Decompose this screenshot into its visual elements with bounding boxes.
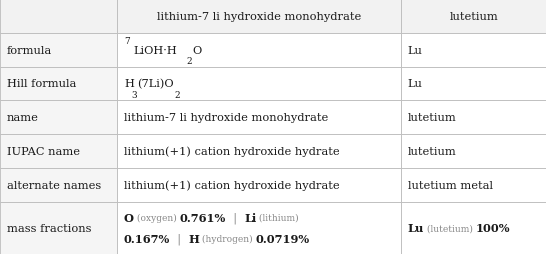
- Text: lutetium metal: lutetium metal: [408, 180, 493, 190]
- Text: 0.167%: 0.167%: [124, 233, 170, 244]
- Text: (hydrogen): (hydrogen): [199, 234, 256, 243]
- Text: mass fractions: mass fractions: [7, 223, 91, 233]
- Bar: [0, 202, 117, 254]
- Text: 0.0719%: 0.0719%: [256, 233, 310, 244]
- Text: lithium-7 li hydroxide monohydrate: lithium-7 li hydroxide monohydrate: [124, 113, 328, 123]
- Bar: [401, 202, 546, 254]
- Bar: [117, 34, 401, 67]
- Text: formula: formula: [7, 45, 52, 55]
- Text: (lutetium): (lutetium): [424, 224, 476, 232]
- Text: O: O: [193, 45, 202, 55]
- Text: |: |: [226, 212, 244, 223]
- Text: 2: 2: [174, 91, 180, 100]
- Text: (lithium): (lithium): [257, 213, 299, 222]
- Bar: [0, 101, 117, 135]
- Text: lithium-7 li hydroxide monohydrate: lithium-7 li hydroxide monohydrate: [157, 12, 361, 22]
- Text: Lu: Lu: [408, 223, 424, 233]
- Bar: [0, 67, 117, 101]
- Bar: [0, 168, 117, 202]
- Text: LiOH·H: LiOH·H: [133, 45, 177, 55]
- Text: (7Li)O: (7Li)O: [138, 79, 174, 89]
- Bar: [0, 34, 117, 67]
- Text: lutetium: lutetium: [408, 113, 456, 123]
- Text: lithium(+1) cation hydroxide hydrate: lithium(+1) cation hydroxide hydrate: [124, 180, 340, 190]
- Text: name: name: [7, 113, 38, 123]
- Text: |: |: [170, 233, 188, 244]
- Text: Lu: Lu: [408, 79, 423, 89]
- Bar: [0, 135, 117, 168]
- Bar: [117, 202, 401, 254]
- Text: alternate names: alternate names: [7, 180, 101, 190]
- Text: 3: 3: [131, 91, 136, 100]
- Text: 7: 7: [124, 37, 130, 46]
- Text: Li: Li: [244, 212, 257, 223]
- Bar: [401, 0, 546, 34]
- Text: Lu: Lu: [408, 45, 423, 55]
- Bar: [117, 135, 401, 168]
- Bar: [117, 168, 401, 202]
- Bar: [117, 101, 401, 135]
- Text: lithium(+1) cation hydroxide hydrate: lithium(+1) cation hydroxide hydrate: [124, 146, 340, 157]
- Text: H: H: [188, 233, 199, 244]
- Bar: [401, 101, 546, 135]
- Text: 2: 2: [187, 57, 192, 66]
- Text: lutetium: lutetium: [449, 12, 498, 22]
- Bar: [117, 67, 401, 101]
- Text: 0.761%: 0.761%: [180, 212, 226, 223]
- Text: 100%: 100%: [476, 223, 511, 233]
- Bar: [401, 34, 546, 67]
- Bar: [0, 0, 117, 34]
- Bar: [117, 0, 401, 34]
- Text: IUPAC name: IUPAC name: [7, 146, 80, 156]
- Text: (oxygen): (oxygen): [134, 213, 180, 222]
- Bar: [401, 67, 546, 101]
- Bar: [401, 135, 546, 168]
- Bar: [401, 168, 546, 202]
- Text: H: H: [124, 79, 134, 89]
- Text: O: O: [124, 212, 134, 223]
- Text: Hill formula: Hill formula: [7, 79, 76, 89]
- Text: lutetium: lutetium: [408, 146, 456, 156]
